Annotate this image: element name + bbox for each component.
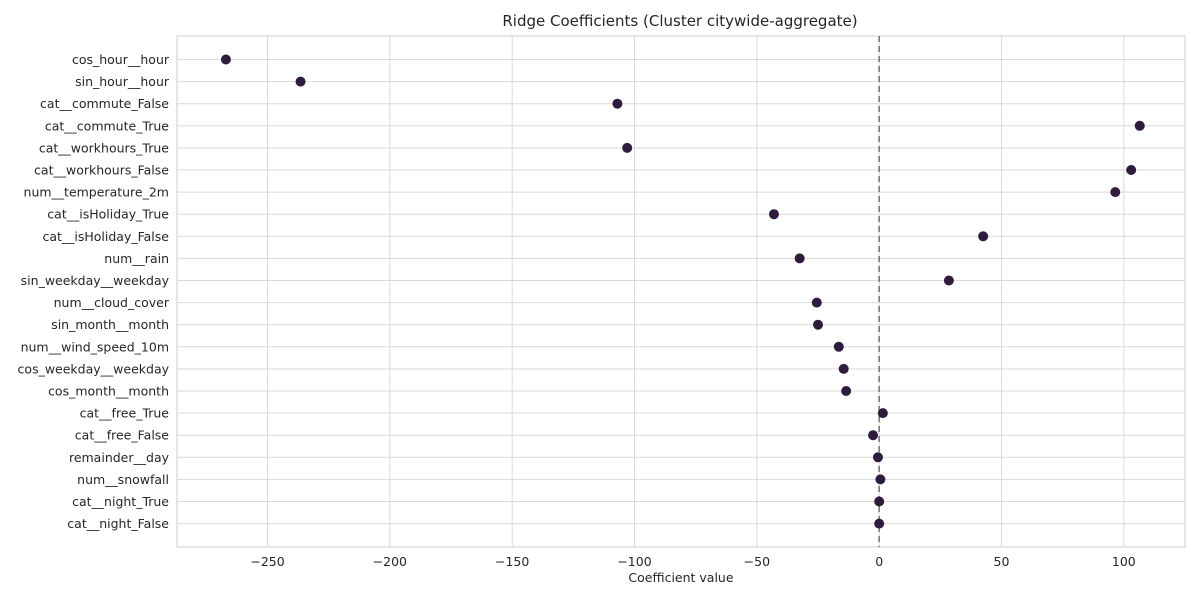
y-tick-label: cat__workhours_True <box>39 140 169 155</box>
y-tick-label: cat__free_True <box>80 406 170 421</box>
data-point <box>872 452 883 463</box>
y-tick-label: cat__night_True <box>72 494 169 509</box>
y-tick-label: sin_month__month <box>51 317 169 332</box>
data-point <box>877 408 888 419</box>
data-point <box>1110 187 1121 198</box>
y-tick-label: cat__workhours_False <box>34 163 169 178</box>
y-tick-label: num__rain <box>104 251 169 266</box>
x-tick-label: −250 <box>250 554 284 569</box>
data-point <box>295 76 306 87</box>
x-axis-label: Coefficient value <box>628 570 733 585</box>
x-tick-label: −150 <box>495 554 529 569</box>
data-point <box>875 474 886 485</box>
plot-frame <box>176 35 1186 548</box>
data-point <box>833 341 844 352</box>
data-point <box>813 319 824 330</box>
data-point <box>868 430 879 441</box>
x-axis-ticks: −250 −200 −150 −100 −50 0 50 100 <box>250 554 1135 569</box>
y-tick-label: num__cloud_cover <box>54 295 170 310</box>
y-tick-label: remainder__day <box>69 450 170 465</box>
y-tick-label: cat__free_False <box>75 428 170 443</box>
y-tick-label: cat__commute_True <box>45 118 169 133</box>
data-point <box>1126 165 1137 175</box>
y-tick-label: cos_weekday__weekday <box>18 361 170 376</box>
data-point <box>811 297 822 308</box>
data-point <box>943 275 954 286</box>
x-tick-label: 50 <box>994 554 1010 569</box>
data-point <box>768 209 779 220</box>
data-point <box>874 518 885 529</box>
data-point <box>622 142 633 153</box>
x-tick-label: −100 <box>617 554 651 569</box>
data-point <box>841 386 852 396</box>
x-tick-label: −50 <box>744 554 770 569</box>
y-tick-label: num__wind_speed_10m <box>21 339 169 354</box>
data-point <box>978 231 989 242</box>
data-point <box>612 98 623 109</box>
data-point <box>838 363 849 374</box>
y-tick-label: cat__isHoliday_False <box>42 229 169 244</box>
data-points <box>220 54 1145 529</box>
data-point <box>794 253 805 264</box>
y-tick-label: cos_hour__hour <box>72 52 170 67</box>
y-tick-label: cat__isHoliday_True <box>47 207 169 222</box>
y-axis-ticks: cos_hour__hour sin_hour__hour cat__commute… <box>18 52 170 531</box>
y-tick-label: cat__night_False <box>67 516 169 531</box>
y-tick-label: sin_hour__hour <box>75 74 170 89</box>
data-point <box>874 496 885 507</box>
y-tick-label: sin_weekday__weekday <box>21 273 170 288</box>
data-point <box>220 54 231 65</box>
data-point <box>1134 120 1145 131</box>
grid <box>177 36 1185 547</box>
y-tick-label: cat__commute_False <box>40 96 169 111</box>
x-tick-label: −200 <box>373 554 407 569</box>
y-tick-label: num__snowfall <box>77 472 169 487</box>
chart-title: Ridge Coefficients (Cluster citywide-agg… <box>502 12 857 30</box>
y-tick-label: cos_month__month <box>48 384 169 399</box>
x-tick-label: 0 <box>875 554 883 569</box>
x-tick-label: 100 <box>1112 554 1136 569</box>
y-tick-label: num__temperature_2m <box>24 185 169 200</box>
